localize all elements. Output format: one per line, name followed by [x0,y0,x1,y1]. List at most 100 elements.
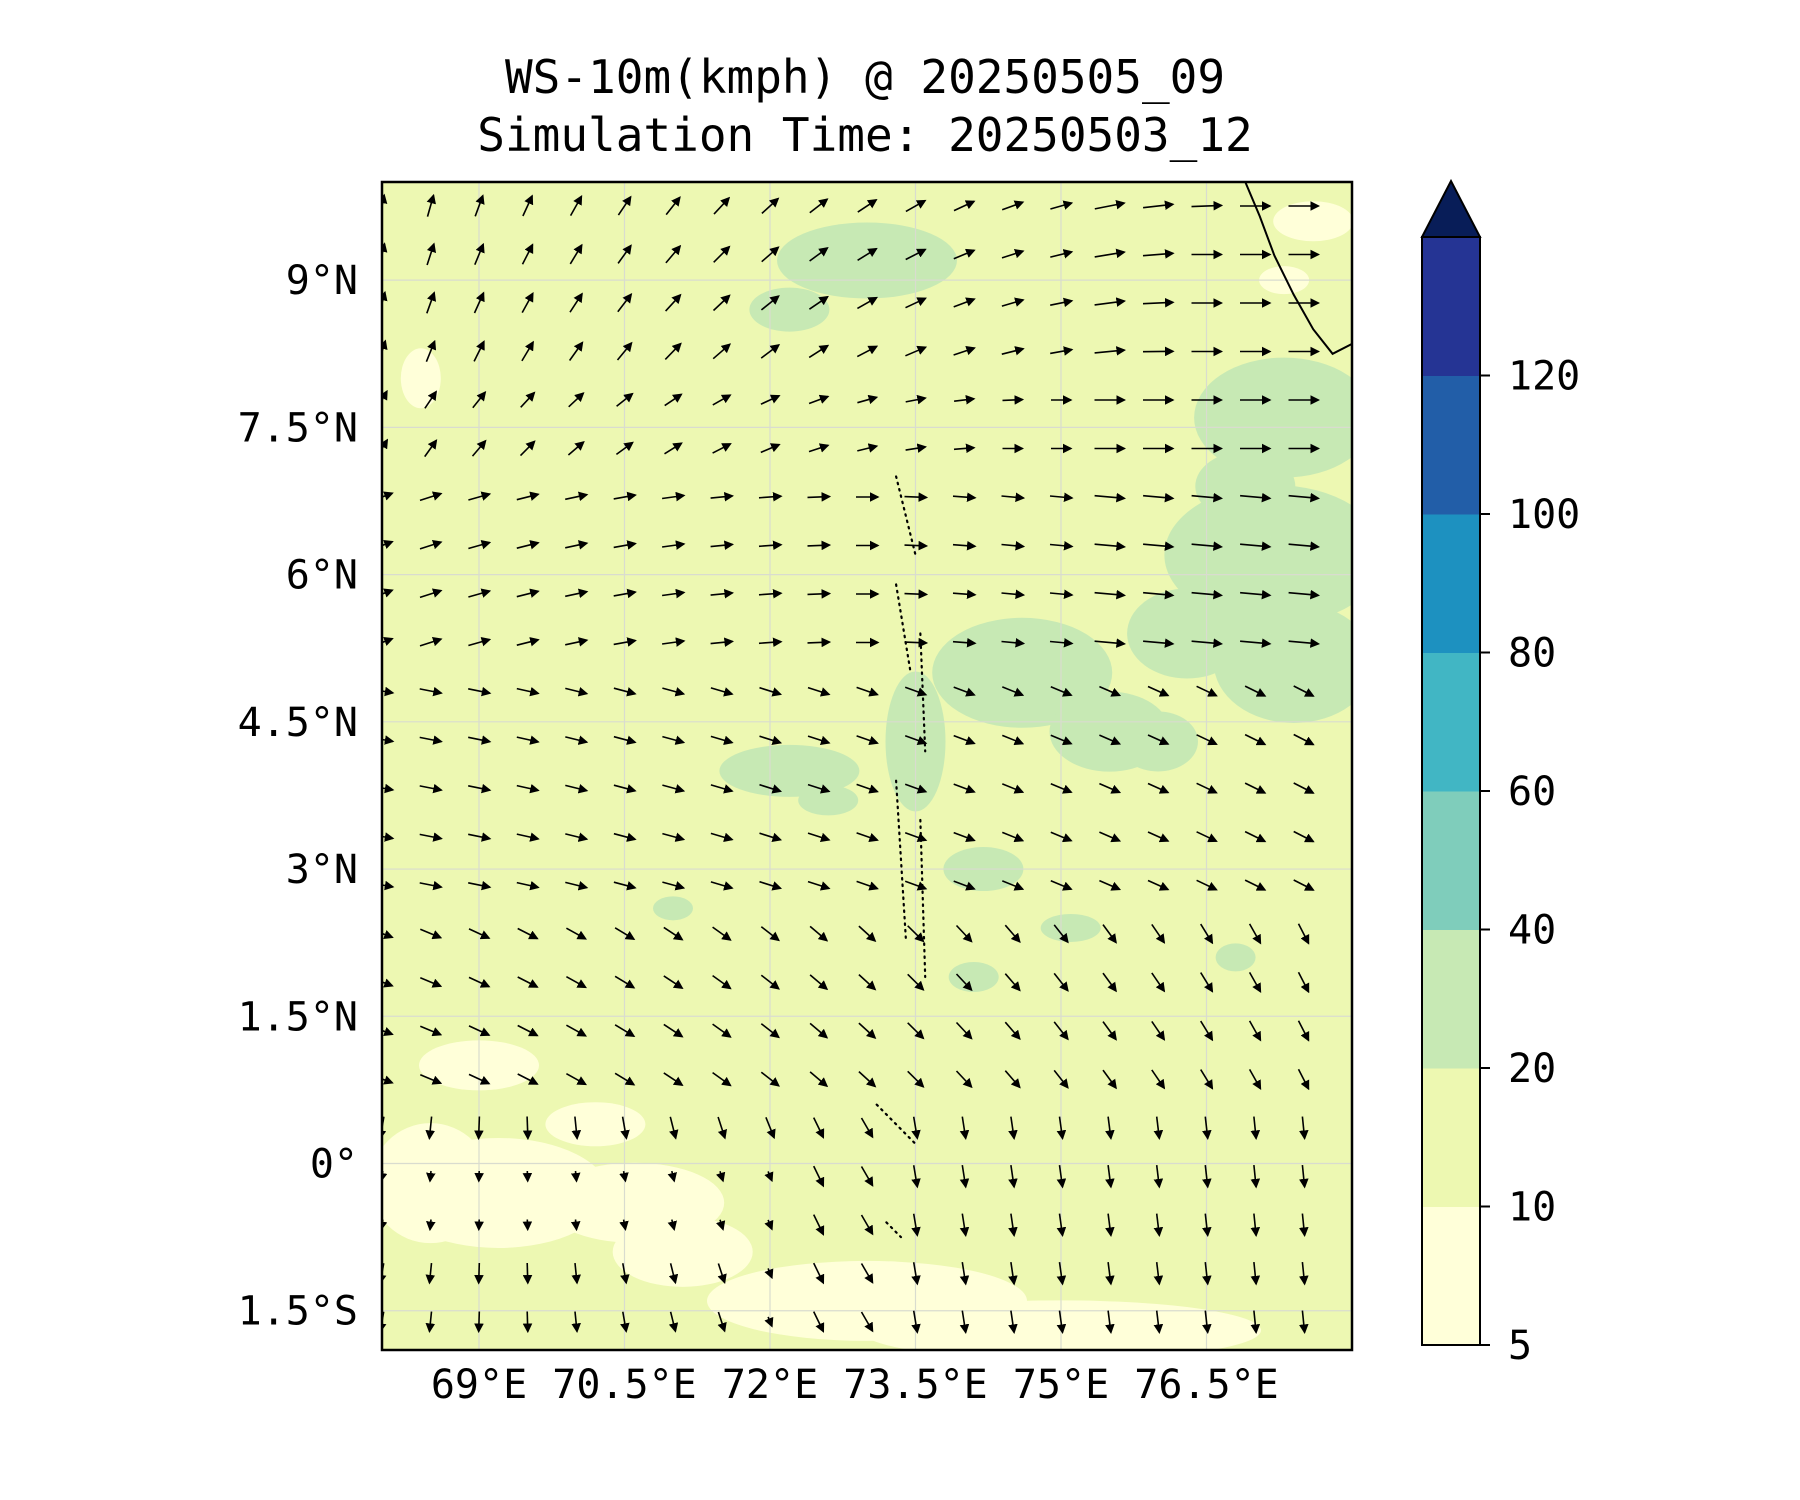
wind-vector [904,735,928,746]
wind-vector [1293,879,1315,891]
wind-vector [613,832,637,842]
wind-vector [419,686,443,697]
wind-vector [907,925,925,943]
wind-vector [1151,923,1166,944]
wind-vector [614,975,636,989]
wind-vector [1094,541,1126,551]
longitude-labels: 69°E 70.5°E 72°E 73.5°E 75°E 76.5°E [431,1362,1279,1408]
wind-vector [382,193,388,211]
wind-vector [1050,831,1073,843]
wind-vector [1244,733,1267,746]
wind-vector [468,491,492,501]
wind-vector [419,1025,443,1037]
wind-vector [857,394,879,405]
wind-vector [382,880,395,891]
wind-vector [425,1311,436,1333]
wind-vector [517,1024,539,1037]
wind-vector [382,1027,394,1037]
wind-vector [419,1074,443,1085]
wind-vector [1240,589,1272,600]
wind-vector [473,291,485,314]
wind-vector [521,340,534,362]
wind-vector [474,1116,484,1141]
wind-vector [858,925,877,942]
wind-vector [812,1311,825,1333]
wind-vector [664,442,683,455]
wind-vector [1094,248,1126,259]
wind-vector [473,340,485,362]
wind-vector [953,783,976,794]
contour-patch [382,1123,491,1244]
wind-vector [760,295,780,311]
wind-vector [911,1310,921,1334]
colorbar-segment [1422,791,1480,930]
wind-vector [759,686,783,697]
wind-vector [955,1021,973,1040]
wind-vector [1105,1310,1115,1334]
wind-vector [1050,297,1074,308]
wind-vector [522,1262,533,1285]
wind-vector [953,686,976,697]
contour-patch [948,962,999,993]
wind-vector [1102,1069,1117,1090]
wind-vector [764,1316,774,1328]
wind-vector [809,925,829,942]
wind-vector [619,1219,629,1231]
contour-patch [653,896,693,921]
wind-vector [1094,346,1126,356]
wind-vector [668,1263,679,1285]
wind-vector [1299,1165,1309,1189]
wind-vector [710,881,734,891]
wind-vector [620,1311,630,1333]
wind-vector [952,589,977,600]
wind-vector [761,246,780,263]
wind-vector [661,637,686,647]
wind-vector [760,394,781,405]
wind-vector [1299,1213,1309,1237]
wind-vector [807,686,831,697]
wind-vector [904,880,928,891]
contour-patch [1215,943,1256,972]
wind-vector [758,540,783,551]
wind-vector [1050,346,1074,356]
wind-vector [468,637,492,647]
wind-vector [710,491,734,502]
wind-vector [1244,879,1267,891]
wind-vector [1105,1213,1115,1237]
wind-vector [468,588,492,598]
wind-vector [1250,1262,1261,1286]
wind-vector [663,1023,684,1038]
wind-vector [382,735,395,745]
wind-vector [858,1071,877,1088]
wind-vector [468,686,492,697]
wind-vector [1143,200,1175,210]
wind-vector [568,341,584,361]
wind-vector [1105,1164,1115,1189]
wind-vector [516,832,540,842]
wind-vector [911,1116,921,1140]
wind-vector [1008,1213,1018,1237]
atoll-outline [894,475,917,557]
wind-vector [1196,831,1218,843]
wind-vector [419,832,443,842]
wind-vector [809,247,829,262]
wind-vector [382,539,394,549]
wind-vector [760,443,781,454]
wind-vector [419,928,443,940]
wind-vector [856,880,879,891]
wind-vector [382,1075,394,1085]
wind-vector [565,588,589,599]
wind-vector [905,248,927,261]
wind-vector [613,540,637,550]
colorbar-segment [1422,237,1480,376]
wind-vector [1004,1021,1021,1041]
colorbar-segment [1422,929,1480,1069]
wind-vector [419,588,443,599]
wind-vector [566,975,588,989]
wind-vector [717,1116,728,1140]
wind-vector [808,295,829,310]
wind-vector [382,389,388,402]
wind-vector [1143,492,1175,503]
wind-vector [812,1165,825,1188]
wind-vector [717,1263,727,1285]
